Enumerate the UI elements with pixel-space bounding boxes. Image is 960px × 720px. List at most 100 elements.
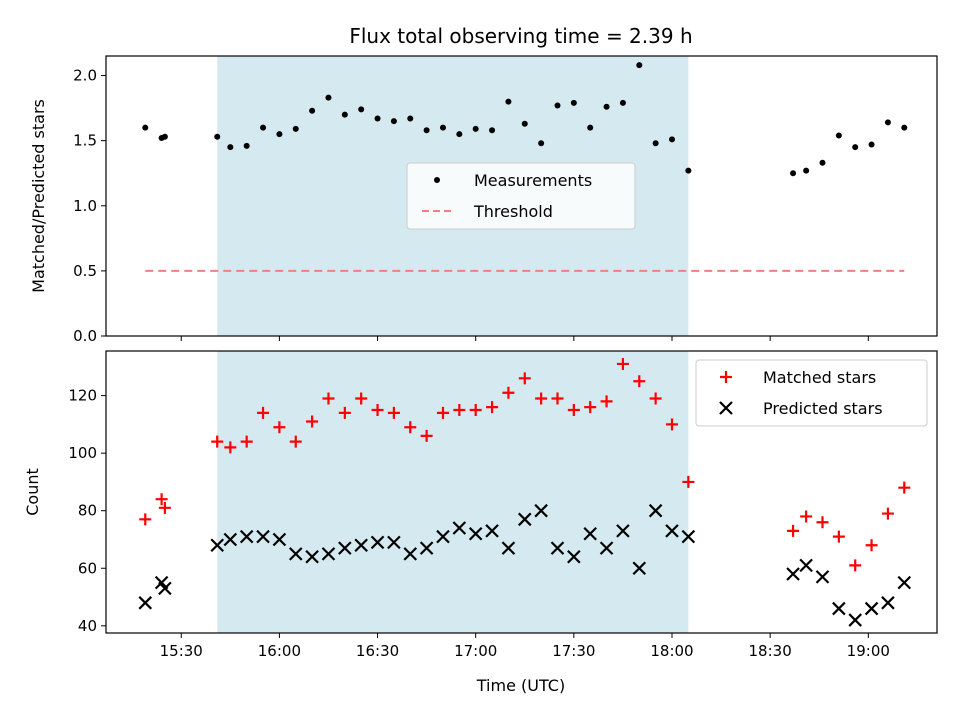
x-tick-label: 18:30 xyxy=(749,642,792,660)
x-tick-label: 15:30 xyxy=(160,642,203,660)
data-point xyxy=(884,119,891,126)
shaded-span xyxy=(217,351,689,633)
data-point xyxy=(632,561,647,576)
legend-box xyxy=(406,162,636,230)
data-point xyxy=(787,524,800,537)
data-point xyxy=(139,513,152,526)
data-point xyxy=(306,415,319,428)
data-point xyxy=(273,421,286,434)
data-point xyxy=(852,144,859,151)
data-point xyxy=(485,524,499,538)
data-point xyxy=(138,596,153,610)
data-point xyxy=(554,102,561,109)
data-point xyxy=(584,401,597,414)
data-point xyxy=(354,538,368,553)
data-point xyxy=(518,372,531,385)
panel-ratio: 0.0 0.5 1.0 1.5 2.0 Matched/Predicted stars Me… xyxy=(29,55,938,345)
data-point xyxy=(502,386,515,399)
data-point xyxy=(567,549,581,564)
data-point xyxy=(341,111,348,118)
data-point xyxy=(681,529,696,544)
data-point xyxy=(325,94,332,101)
data-point xyxy=(240,435,253,448)
y-axis-label: Count xyxy=(23,468,42,516)
x-axis-label: Time (UTC) xyxy=(476,676,565,695)
data-point xyxy=(155,493,168,506)
data-point xyxy=(374,115,381,122)
legend: Measurements Threshold xyxy=(406,162,636,230)
data-point xyxy=(799,558,813,573)
data-point xyxy=(550,541,565,555)
data-point xyxy=(649,392,662,405)
legend-marker xyxy=(434,177,440,183)
data-point xyxy=(599,541,614,555)
data-point xyxy=(390,118,397,125)
data-point xyxy=(452,521,467,535)
legend: Matched stars Predicted stars xyxy=(695,359,928,427)
y-tick-label: 80 xyxy=(78,502,97,520)
data-point xyxy=(786,567,800,581)
legend-item: Matched stars xyxy=(720,368,876,387)
data-point xyxy=(636,62,643,69)
data-point xyxy=(456,131,463,138)
data-point xyxy=(158,581,172,596)
data-point xyxy=(619,99,626,106)
y-tick-label: 0.0 xyxy=(73,327,97,345)
plot-frame xyxy=(105,350,938,634)
data-point xyxy=(419,541,434,555)
x-tick-label: 17:30 xyxy=(552,642,595,660)
data-point xyxy=(243,142,250,149)
legend-box xyxy=(695,359,928,427)
data-point xyxy=(338,406,351,419)
data-point xyxy=(603,103,610,110)
data-point xyxy=(538,140,545,147)
data-point xyxy=(521,120,528,127)
y-tick-label: 120 xyxy=(68,387,97,405)
data-point xyxy=(453,403,466,416)
data-point xyxy=(616,524,630,538)
data-point xyxy=(338,541,352,555)
data-point xyxy=(665,418,678,431)
series-predicted-stars xyxy=(138,503,912,627)
data-point xyxy=(865,539,878,552)
data-point xyxy=(436,529,450,544)
data-point xyxy=(864,601,879,616)
data-point xyxy=(403,547,418,561)
data-point xyxy=(472,125,479,132)
data-point xyxy=(486,401,499,414)
data-point xyxy=(832,530,845,543)
data-point xyxy=(292,125,299,132)
legend-label: Matched stars xyxy=(763,368,876,387)
data-point xyxy=(535,392,548,405)
y-tick-label: 40 xyxy=(78,617,97,635)
x-tick-label: 16:00 xyxy=(258,642,301,660)
chart-title: Flux total observing time = 2.39 h xyxy=(349,24,692,48)
y-tick-label: 2.0 xyxy=(73,67,97,85)
y-tick-label: 100 xyxy=(68,444,97,462)
legend-marker xyxy=(720,371,732,383)
data-point xyxy=(849,559,862,572)
data-point xyxy=(288,547,303,561)
data-point xyxy=(272,532,287,547)
data-point xyxy=(501,541,516,555)
legend-marker xyxy=(719,401,733,415)
data-point xyxy=(665,524,679,538)
data-point xyxy=(161,133,168,140)
data-point xyxy=(848,613,862,627)
data-point xyxy=(210,538,225,553)
data-point xyxy=(682,475,695,488)
data-point xyxy=(897,575,912,590)
data-point xyxy=(256,529,270,544)
data-point xyxy=(223,532,238,547)
data-point xyxy=(901,124,908,131)
x-tick-label: 18:00 xyxy=(650,642,693,660)
data-point xyxy=(423,127,430,134)
data-point xyxy=(583,526,597,541)
data-point xyxy=(587,124,594,131)
data-point xyxy=(616,357,629,370)
data-point xyxy=(257,406,270,419)
data-point xyxy=(567,403,580,416)
data-point xyxy=(321,547,336,561)
x-tick-label: 17:00 xyxy=(454,642,497,660)
